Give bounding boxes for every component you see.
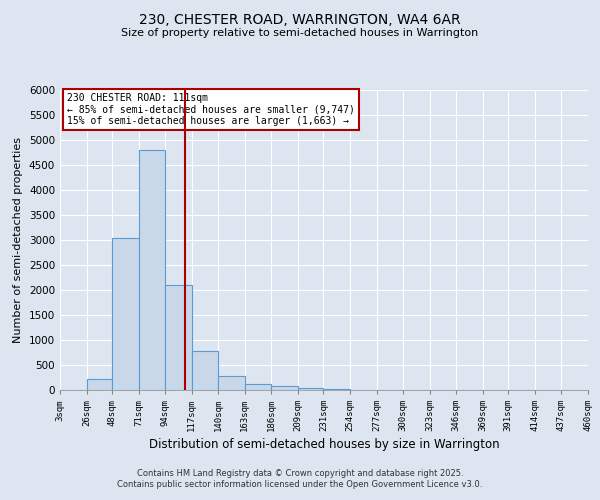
Text: 230 CHESTER ROAD: 111sqm
← 85% of semi-detached houses are smaller (9,747)
15% o: 230 CHESTER ROAD: 111sqm ← 85% of semi-d… xyxy=(67,93,355,126)
Bar xyxy=(86,378,112,390)
Text: 230, CHESTER ROAD, WARRINGTON, WA4 6AR: 230, CHESTER ROAD, WARRINGTON, WA4 6AR xyxy=(139,12,461,26)
Bar xyxy=(192,350,218,390)
X-axis label: Distribution of semi-detached houses by size in Warrington: Distribution of semi-detached houses by … xyxy=(149,438,499,451)
Text: Contains HM Land Registry data © Crown copyright and database right 2025.: Contains HM Land Registry data © Crown c… xyxy=(137,468,463,477)
Text: Contains public sector information licensed under the Open Government Licence v3: Contains public sector information licen… xyxy=(118,480,482,489)
Bar xyxy=(298,388,323,390)
Bar xyxy=(139,150,165,390)
Bar xyxy=(112,238,139,390)
Bar xyxy=(271,386,298,390)
Y-axis label: Number of semi-detached properties: Number of semi-detached properties xyxy=(13,137,23,343)
Bar xyxy=(245,384,271,390)
Bar xyxy=(323,388,350,390)
Bar xyxy=(165,285,192,390)
Bar xyxy=(218,376,245,390)
Text: Size of property relative to semi-detached houses in Warrington: Size of property relative to semi-detach… xyxy=(121,28,479,38)
